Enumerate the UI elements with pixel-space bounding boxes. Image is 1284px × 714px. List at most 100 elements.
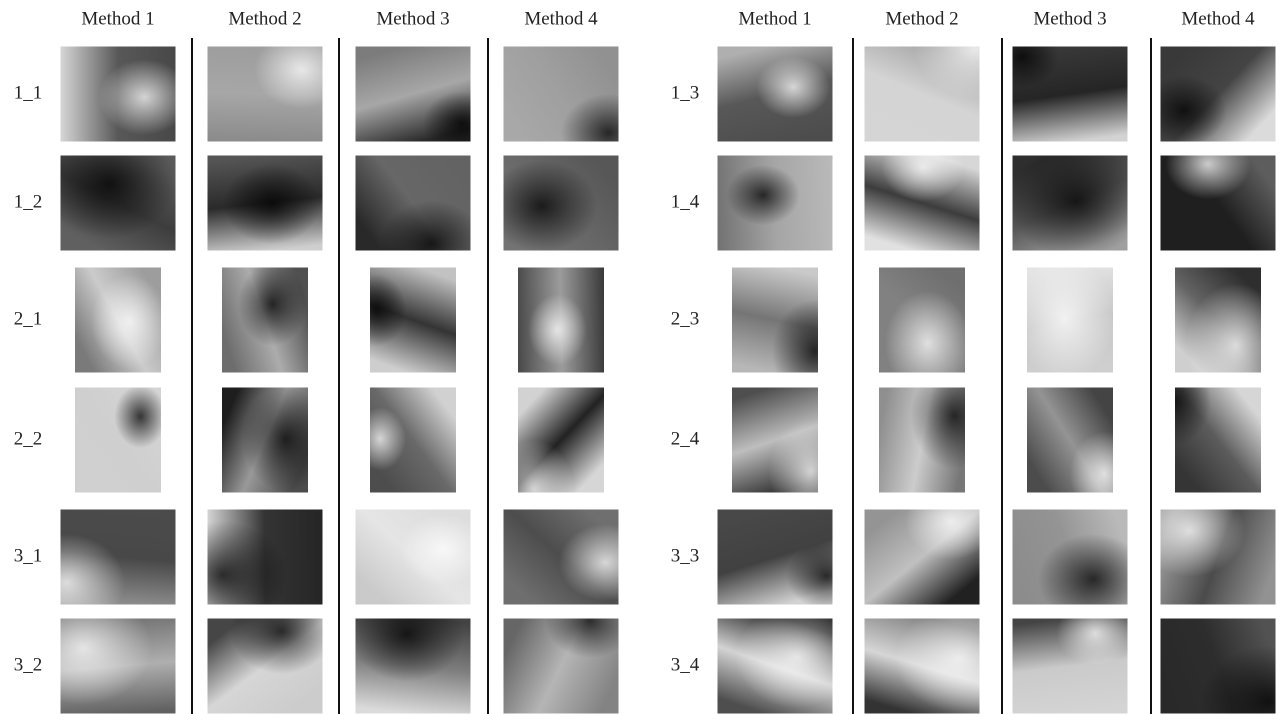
result-image — [865, 619, 980, 714]
image-shading — [208, 156, 323, 251]
result-image — [370, 388, 456, 493]
image-shading — [370, 268, 456, 373]
result-image — [504, 156, 619, 251]
row-label: 2_3 — [671, 308, 700, 329]
image-shading — [222, 268, 308, 373]
result-image — [356, 47, 471, 142]
image-shading — [75, 268, 161, 373]
separators — [192, 38, 1151, 714]
result-image — [208, 510, 323, 605]
image-shading — [518, 388, 604, 493]
result-image — [1013, 510, 1128, 605]
column-header: Method 3 — [1033, 8, 1106, 29]
result-image — [356, 156, 471, 251]
figure: Method 1 Method 2 Method 3 Method 4 1_1 1_2 2_… — [0, 0, 1284, 714]
image-shading — [1161, 47, 1276, 142]
result-image — [504, 619, 619, 714]
result-image — [61, 156, 176, 251]
image-shading — [865, 47, 980, 142]
result-image — [370, 268, 456, 373]
result-image — [75, 268, 161, 373]
result-image — [879, 268, 965, 373]
image-shading — [61, 619, 176, 714]
result-image — [1013, 619, 1128, 714]
result-image — [518, 268, 604, 373]
result-image — [518, 388, 604, 493]
row-label: 1_1 — [14, 82, 43, 103]
result-image — [61, 510, 176, 605]
result-image — [75, 388, 161, 493]
image-shading — [1013, 156, 1128, 251]
result-image — [1161, 47, 1276, 142]
image-shading — [1013, 619, 1128, 714]
result-image — [1013, 47, 1128, 142]
image-shading — [61, 510, 176, 605]
result-image — [222, 268, 308, 373]
result-image — [504, 47, 619, 142]
image-shading — [1013, 47, 1128, 142]
image-shading — [518, 268, 604, 373]
row-label: 1_2 — [14, 191, 43, 212]
result-image — [732, 388, 818, 493]
result-image — [208, 156, 323, 251]
image-shading — [356, 619, 471, 714]
result-image — [865, 510, 980, 605]
image-shading — [879, 388, 965, 493]
image-shading — [865, 619, 980, 714]
row-label: 3_4 — [671, 654, 700, 675]
result-image — [1161, 510, 1276, 605]
column-header: Method 4 — [524, 8, 598, 29]
row-label: 2_1 — [14, 308, 43, 329]
row-label: 3_3 — [671, 545, 700, 566]
result-image — [61, 619, 176, 714]
result-image — [1027, 388, 1113, 493]
row-label: 3_2 — [14, 654, 43, 675]
result-image — [61, 47, 176, 142]
result-image — [718, 619, 833, 714]
result-image — [356, 510, 471, 605]
result-image — [718, 156, 833, 251]
result-image — [208, 619, 323, 714]
image-shading — [879, 268, 965, 373]
row-label: 1_3 — [671, 82, 700, 103]
image-shading — [208, 619, 323, 714]
image-shading — [75, 388, 161, 493]
image-shading — [732, 388, 818, 493]
result-image — [504, 510, 619, 605]
result-image — [718, 47, 833, 142]
image-shading — [208, 510, 323, 605]
image-shading — [718, 47, 833, 142]
result-image — [356, 619, 471, 714]
result-image — [732, 268, 818, 373]
image-shading — [504, 156, 619, 251]
result-image — [865, 156, 980, 251]
column-header: Method 1 — [81, 8, 154, 29]
column-header: Method 1 — [738, 8, 811, 29]
column-header: Method 4 — [1181, 8, 1255, 29]
image-shading — [865, 510, 980, 605]
result-image — [208, 47, 323, 142]
image-shading — [370, 388, 456, 493]
result-image — [1175, 268, 1261, 373]
result-image — [1161, 156, 1276, 251]
row-label: 3_1 — [14, 545, 43, 566]
result-image — [879, 388, 965, 493]
image-shading — [718, 619, 833, 714]
result-image — [718, 510, 833, 605]
image-shading — [1027, 388, 1113, 493]
image-shading — [1161, 619, 1276, 714]
column-header: Method 2 — [885, 8, 958, 29]
image-shading — [1013, 510, 1128, 605]
result-image — [1013, 156, 1128, 251]
image-shading — [1175, 268, 1261, 373]
row-label: 2_4 — [671, 428, 700, 449]
image-shading — [718, 156, 833, 251]
image-shading — [732, 268, 818, 373]
result-image — [222, 388, 308, 493]
image-shading — [61, 156, 176, 251]
result-image — [1027, 268, 1113, 373]
image-shading — [504, 47, 619, 142]
image-shading — [718, 510, 833, 605]
column-header: Method 3 — [376, 8, 449, 29]
result-image — [865, 47, 980, 142]
